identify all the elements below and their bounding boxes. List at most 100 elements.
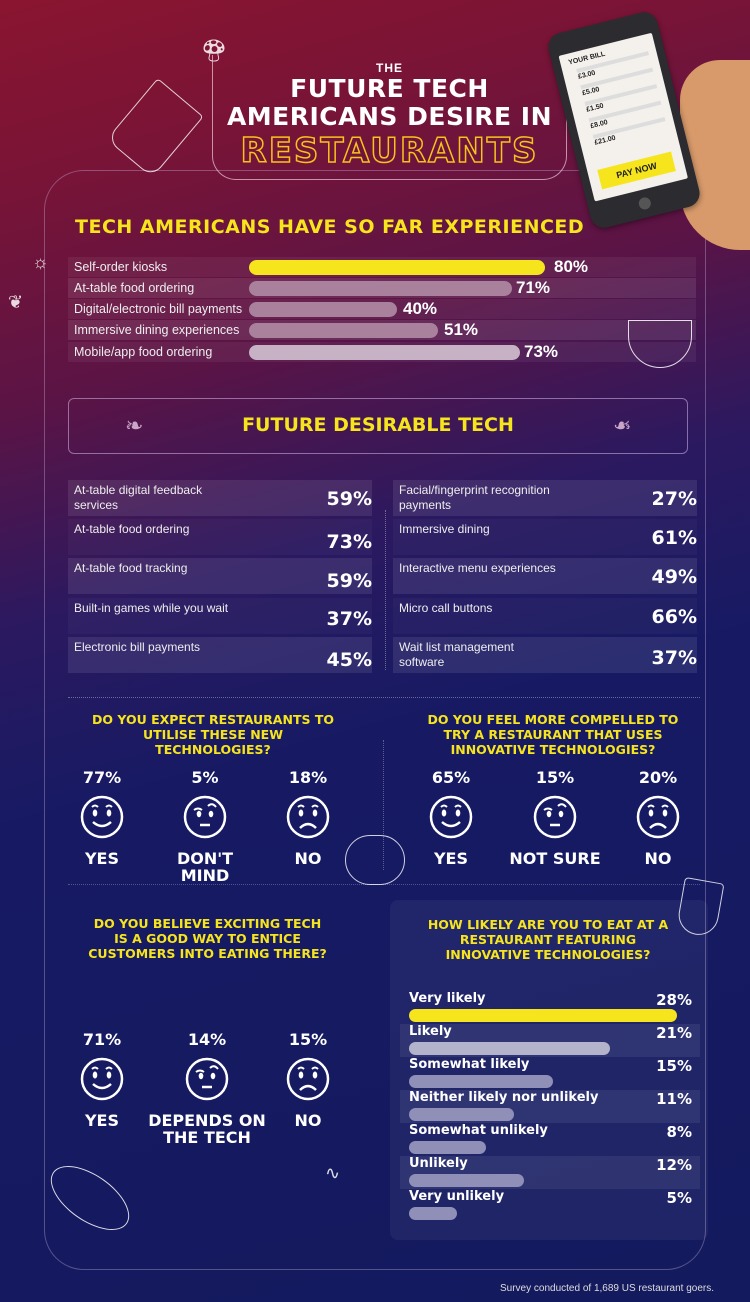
future-pct: 66%	[651, 606, 697, 628]
likely-label: Likely	[409, 1024, 452, 1039]
future-pct: 59%	[326, 570, 372, 592]
exp-row: Mobile/app food ordering 73%	[68, 342, 696, 362]
title-pre: THE	[376, 61, 403, 75]
future-pct: 45%	[326, 649, 372, 671]
exp-bar	[249, 345, 520, 360]
unsure-face-icon	[183, 795, 227, 839]
exp-bar	[249, 323, 438, 338]
exp-label: Digital/electronic bill payments	[74, 302, 243, 316]
exp-pct: 73%	[524, 342, 559, 361]
future-item: At-table food ordering 73%	[68, 519, 372, 555]
likely-label: Very unlikely	[409, 1189, 505, 1204]
exp-row: Immersive dining experiences 51%	[68, 320, 696, 340]
future-label: At-table food ordering	[74, 522, 190, 536]
q2-answer-no: 20% NO	[603, 768, 713, 867]
answer-label: NOT SURE	[509, 849, 601, 868]
q2-answer-not-sure: 15% NOT SURE	[500, 768, 610, 867]
exp-bar	[249, 302, 397, 317]
happy-face-icon	[80, 1057, 124, 1101]
answer-pct: 15%	[535, 768, 575, 787]
answer-pct: 65%	[431, 768, 471, 787]
q1-answer-yes: 77% YES	[47, 768, 157, 867]
q1-answer-dont-mind: 5% DON'T MIND	[150, 768, 260, 884]
q1-answer-no: 18% NO	[253, 768, 363, 867]
q3-answer-yes: 71% YES	[47, 1030, 157, 1129]
exp-bar	[249, 260, 545, 275]
bottle-icon	[106, 78, 204, 178]
answer-label: NO	[644, 849, 672, 868]
likely-row: Likely 21%	[400, 1024, 700, 1057]
exp-row: At-table food ordering 71%	[68, 278, 696, 298]
likely-pct: 12%	[656, 1156, 692, 1174]
future-label: Wait list management software	[399, 640, 514, 669]
roast-chicken-icon	[345, 835, 405, 885]
likely-label: Somewhat unlikely	[409, 1123, 548, 1138]
future-item: Wait list management software 37%	[393, 637, 697, 673]
happy-face-icon	[429, 795, 473, 839]
future-item: Micro call buttons 66%	[393, 598, 697, 634]
likely-bar	[409, 1009, 677, 1022]
likely-row: Neither likely nor unlikely 11%	[400, 1090, 700, 1123]
q3-question: DO YOU BELIEVE EXCITING TECH IS A GOOD W…	[88, 916, 327, 961]
future-label: Built-in games while you wait	[74, 601, 229, 615]
future-label: At-table digital feedback services	[74, 483, 203, 512]
sad-face-icon	[636, 795, 680, 839]
leaf-icon: ❧	[612, 413, 631, 438]
q4-question: HOW LIKELY ARE YOU TO EAT AT A RESTAURAN…	[427, 917, 669, 962]
future-label: Facial/fingerprint recognition payments	[399, 483, 550, 512]
divider	[68, 697, 700, 698]
title-block: THE FUTURE TECH AMERICANS DESIRE IN REST…	[212, 55, 567, 180]
likely-bar	[409, 1108, 514, 1121]
future-item: At-table food tracking 59%	[68, 558, 372, 594]
future-pct: 37%	[651, 647, 697, 669]
sad-face-icon	[286, 795, 330, 839]
shrimp-icon: ∿	[325, 1163, 341, 1183]
happy-face-icon	[80, 795, 124, 839]
experienced-heading: TECH AMERICANS HAVE SO FAR EXPERIENCED	[75, 216, 585, 238]
future-label: Interactive menu experiences	[399, 561, 556, 575]
future-item: Facial/fingerprint recognition payments 2…	[393, 480, 697, 516]
exp-row: Digital/electronic bill payments 40%	[68, 299, 696, 319]
likely-label: Somewhat likely	[409, 1057, 530, 1072]
herb-icon: ❦	[8, 292, 24, 312]
future-pct: 59%	[326, 488, 372, 510]
likely-bar	[409, 1075, 553, 1088]
answer-label: YES	[84, 1111, 120, 1130]
exp-row: Self-order kiosks 80%	[68, 257, 696, 277]
exp-label: Self-order kiosks	[74, 260, 168, 274]
future-label: At-table food tracking	[74, 561, 188, 575]
q2-answer-yes: 65% YES	[396, 768, 506, 867]
exp-pct: 80%	[554, 257, 589, 276]
likely-pct: 21%	[656, 1024, 692, 1042]
unsure-face-icon	[185, 1057, 229, 1101]
divider	[383, 740, 384, 870]
future-item: At-table digital feedback services 59%	[68, 480, 372, 516]
future-item: Built-in games while you wait 37%	[68, 598, 372, 634]
future-pct: 27%	[651, 488, 697, 510]
phone-screen: YOUR BILL £3.00 £5.00 £1.50 £8.00 £21.00…	[558, 32, 688, 202]
title-line-2: AMERICANS DESIRE IN	[226, 102, 553, 131]
answer-pct: 15%	[288, 1030, 328, 1049]
unsure-face-icon	[533, 795, 577, 839]
likely-bar	[409, 1174, 524, 1187]
answer-label: DON'T MIND	[176, 849, 234, 885]
future-item: Immersive dining 61%	[393, 519, 697, 555]
future-pct: 61%	[651, 527, 697, 549]
future-pct: 37%	[326, 608, 372, 630]
divider	[385, 510, 386, 670]
likely-label: Unlikely	[409, 1156, 468, 1171]
likely-bar	[409, 1207, 457, 1220]
snail-doodle-icon: ☼	[32, 252, 49, 272]
future-label: Micro call buttons	[399, 601, 493, 615]
exp-pct: 40%	[403, 299, 438, 318]
pay-now-button: PAY NOW	[597, 151, 676, 190]
q3-answer-no: 15% NO	[253, 1030, 363, 1129]
likely-label: Neither likely nor unlikely	[409, 1090, 599, 1105]
answer-label: DEPENDS ON THE TECH	[148, 1111, 266, 1147]
answer-pct: 77%	[82, 768, 122, 787]
answer-label: YES	[433, 849, 469, 868]
likely-row: Somewhat likely 15%	[400, 1057, 700, 1090]
future-label: Electronic bill payments	[74, 640, 201, 654]
answer-pct: 14%	[187, 1030, 227, 1049]
future-label: Immersive dining	[399, 522, 490, 536]
